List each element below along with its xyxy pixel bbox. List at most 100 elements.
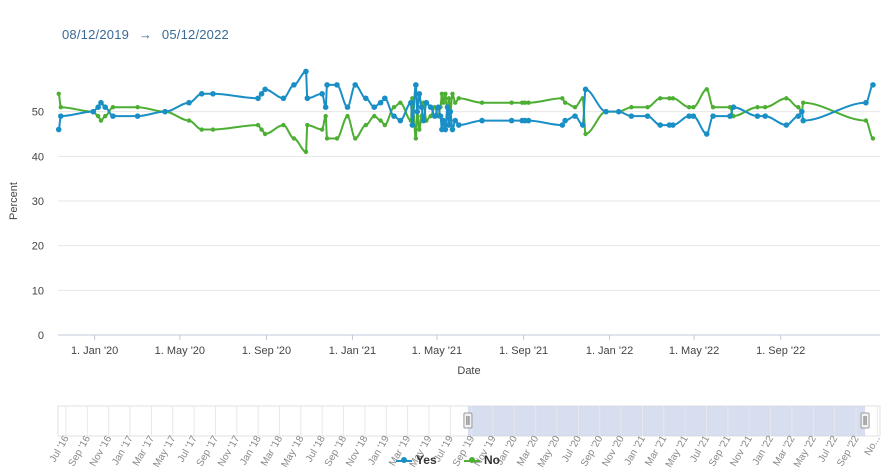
point-yes (800, 117, 807, 124)
range-from[interactable]: 08/12/2019 (62, 27, 130, 42)
legend-no-marker-icon (464, 456, 481, 463)
point-yes (710, 113, 716, 119)
point-yes (427, 104, 434, 110)
point-yes (322, 104, 329, 110)
point-no (645, 105, 650, 110)
point-no (762, 105, 768, 110)
point-yes (418, 104, 425, 110)
point-yes (377, 99, 384, 106)
point-yes (452, 117, 459, 124)
legend-yes-marker-icon (395, 456, 412, 463)
point-yes (615, 108, 622, 115)
point-yes (442, 126, 449, 133)
point-no (345, 113, 350, 119)
point-yes (754, 113, 761, 119)
point-yes (304, 95, 311, 102)
point-no (522, 100, 528, 105)
point-no (410, 96, 415, 101)
point-no (398, 100, 403, 105)
point-yes (210, 91, 216, 97)
point-yes (55, 126, 62, 133)
legend-no-label: No (484, 453, 501, 467)
point-yes (437, 113, 444, 119)
point-no (378, 118, 383, 123)
point-yes (162, 108, 168, 115)
point-yes (416, 91, 423, 97)
point-yes (446, 122, 452, 128)
point-no (446, 96, 452, 101)
legend-item-yes[interactable]: Yes (395, 453, 437, 467)
point-yes (799, 108, 805, 115)
navigator-left-handle[interactable] (463, 412, 473, 429)
point-yes (690, 113, 697, 119)
point-yes (479, 117, 485, 124)
point-no (199, 127, 204, 132)
series-line-no (57, 88, 874, 153)
point-no (363, 122, 369, 128)
point-no (670, 96, 676, 101)
point-no (255, 122, 261, 128)
y-tick-label: 10 (32, 285, 44, 297)
navigator-right-handle[interactable] (860, 412, 870, 429)
point-yes (303, 68, 309, 75)
point-yes (408, 99, 414, 106)
x-tick-label: 1. Sep '22 (756, 345, 805, 357)
point-yes (334, 82, 340, 88)
point-no (441, 100, 446, 105)
point-yes (603, 108, 609, 115)
range-to[interactable]: 05/12/2022 (161, 27, 229, 42)
point-no (784, 96, 789, 101)
point-yes (703, 131, 710, 137)
date-range-label[interactable]: 08/12/2019 → 05/12/2022 (62, 27, 229, 42)
point-no (319, 127, 325, 132)
point-no (303, 149, 309, 155)
point-no (443, 91, 448, 97)
point-yes (344, 104, 351, 110)
point-no (324, 136, 330, 141)
point-no (186, 118, 192, 123)
point-yes (262, 86, 268, 93)
point-yes (447, 108, 454, 115)
point-yes (90, 108, 97, 115)
point-yes (783, 122, 790, 128)
point-yes (870, 82, 876, 88)
point-yes (280, 95, 287, 102)
point-no (562, 100, 568, 105)
point-yes (449, 126, 456, 133)
point-yes (440, 117, 447, 124)
point-no (863, 118, 869, 123)
x-tick-label: 1. Sep '21 (499, 345, 548, 357)
point-yes (508, 117, 515, 124)
x-tick-label: 1. May '21 (412, 345, 462, 357)
point-yes (352, 82, 359, 88)
point-yes (58, 113, 64, 119)
point-yes (423, 99, 430, 106)
point-yes (391, 113, 397, 119)
point-yes (255, 95, 261, 102)
x-tick-label: 1. May '20 (155, 345, 205, 357)
point-yes (110, 113, 116, 119)
point-yes (727, 113, 733, 119)
point-yes (525, 117, 532, 124)
y-tick-label: 40 (32, 151, 44, 163)
legend-item-no[interactable]: No (464, 453, 500, 467)
point-yes (371, 104, 378, 110)
point-no (98, 118, 104, 123)
point-yes (686, 113, 692, 119)
x-axis-title: Date (457, 365, 480, 377)
range-arrow: → (138, 27, 153, 42)
point-no (110, 105, 116, 110)
point-no (479, 100, 485, 105)
point-yes (409, 122, 416, 128)
point-yes (432, 113, 438, 119)
point-yes (198, 91, 205, 97)
point-no (629, 105, 634, 110)
y-tick-label: 20 (32, 241, 44, 253)
point-yes (413, 82, 419, 88)
legend: Yes No (0, 453, 896, 467)
point-no (58, 105, 64, 110)
point-no (583, 131, 588, 137)
point-no (102, 113, 108, 119)
point-no (456, 96, 461, 101)
point-no (691, 105, 696, 110)
